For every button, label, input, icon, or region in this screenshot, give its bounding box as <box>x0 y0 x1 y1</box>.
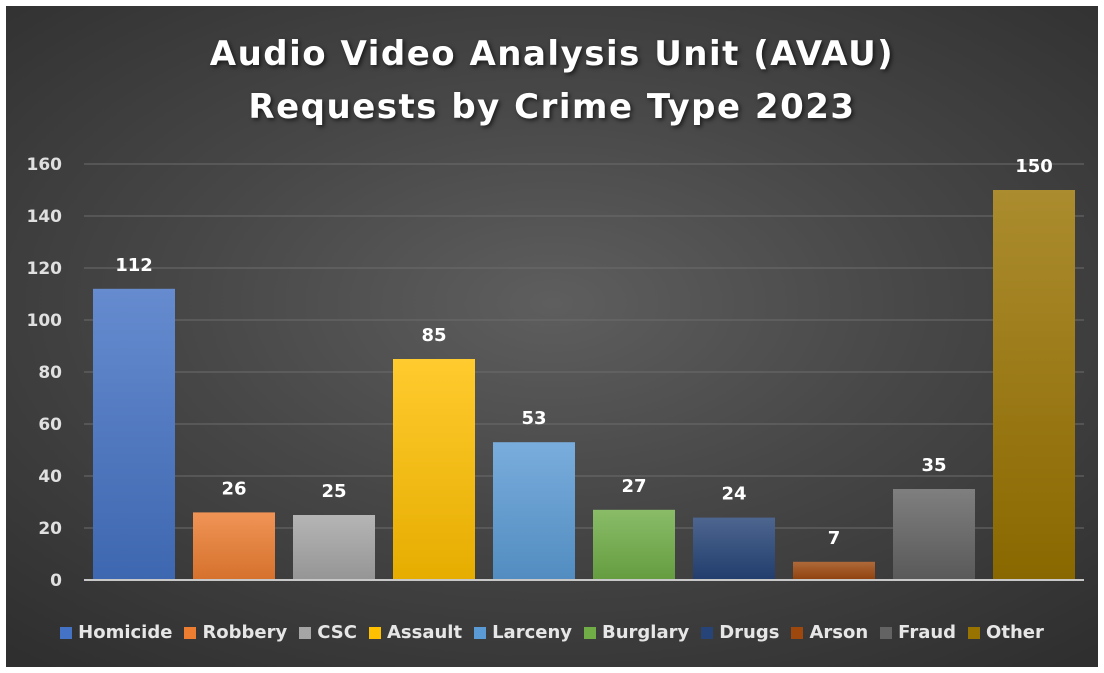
legend-item-assault: Assault <box>368 622 463 643</box>
y-axis-tick-label: 80 <box>38 363 62 383</box>
legend-item-arson: Arson <box>791 622 868 643</box>
y-axis-tick-label: 120 <box>27 259 63 279</box>
data-label: 24 <box>721 484 746 505</box>
y-axis-tick-label: 20 <box>38 519 62 539</box>
legend-swatch <box>791 626 804 639</box>
bar-drugs <box>693 517 775 580</box>
legend-label: Arson <box>809 622 869 643</box>
legend-label: Larceny <box>492 622 572 643</box>
data-label: 35 <box>921 455 946 476</box>
legend-label: Other <box>986 622 1044 643</box>
bar-burglary <box>593 509 675 580</box>
legend-swatch <box>701 626 714 639</box>
legend-label: Burglary <box>602 622 690 643</box>
bar-fraud <box>893 489 975 580</box>
legend-label: Homicide <box>78 622 173 643</box>
data-label: 25 <box>321 481 346 502</box>
y-axis-tick-label: 160 <box>27 155 63 175</box>
chart-title: Audio Video Analysis Unit (AVAU) Request… <box>6 28 1098 134</box>
legend-swatch <box>60 626 73 639</box>
legend-item-larceny: Larceny <box>474 622 572 643</box>
bar-chart-plot: 0 20 40 60 80 100 120 140 160 112 26 25 85 53 27 24 7 35… <box>27 155 1084 591</box>
legend-swatch <box>584 626 596 639</box>
legend-swatch <box>299 626 312 639</box>
legend-swatch <box>368 626 381 639</box>
data-labels: 112 26 25 85 53 27 24 7 35 150 <box>115 156 1053 549</box>
legend-label: Fraud <box>898 622 957 643</box>
gridlines <box>84 163 1084 529</box>
legend-item-homicide: Homicide <box>60 622 172 643</box>
bar-assault <box>393 359 475 580</box>
legend-item-drugs: Drugs <box>701 622 779 643</box>
legend-label: Drugs <box>719 622 780 643</box>
data-label: 85 <box>421 325 446 346</box>
data-label: 26 <box>221 478 246 499</box>
chart-title-line-2: Requests by Crime Type 2023 <box>248 87 856 127</box>
legend-item-burglary: Burglary <box>584 622 689 643</box>
legend-swatch <box>184 626 197 639</box>
data-label: 150 <box>1015 156 1053 177</box>
y-axis-tick-label: 140 <box>27 207 63 227</box>
chart-frame: Audio Video Analysis Unit (AVAU) Request… <box>6 6 1098 667</box>
legend-item-fraud: Fraud <box>880 622 956 643</box>
data-label: 53 <box>521 408 546 429</box>
data-label: 27 <box>621 476 646 497</box>
bar-arson <box>793 561 875 580</box>
bar-robbery <box>193 512 275 580</box>
chart-title-line-1: Audio Video Analysis Unit (AVAU) <box>209 34 895 74</box>
y-axis-tick-label: 60 <box>38 415 62 435</box>
data-label: 112 <box>115 255 153 276</box>
legend-swatch <box>968 626 981 639</box>
bars <box>93 190 1075 580</box>
bar-larceny <box>493 442 575 580</box>
legend-label: CSC <box>317 622 357 643</box>
y-axis-tick-label: 100 <box>27 311 63 331</box>
legend-item-csc: CSC <box>299 622 357 643</box>
legend-label: Assault <box>386 622 463 643</box>
y-axis-tick-label: 0 <box>50 571 62 591</box>
bar-other <box>993 190 1075 580</box>
y-axis-tick-labels: 0 20 40 60 80 100 120 140 160 <box>27 155 63 591</box>
bar-csc <box>293 515 375 580</box>
legend-item-other: Other <box>968 622 1044 643</box>
data-label: 7 <box>828 528 841 549</box>
legend-item-robbery: Robbery <box>184 622 287 643</box>
legend-label: Robbery <box>202 622 288 643</box>
y-axis-tick-label: 40 <box>38 467 62 487</box>
legend-swatch <box>474 626 487 639</box>
legend-swatch <box>880 626 893 639</box>
bar-homicide <box>93 288 175 580</box>
legend: Homicide Robbery CSC Assault Larceny Burglary… <box>6 622 1098 643</box>
